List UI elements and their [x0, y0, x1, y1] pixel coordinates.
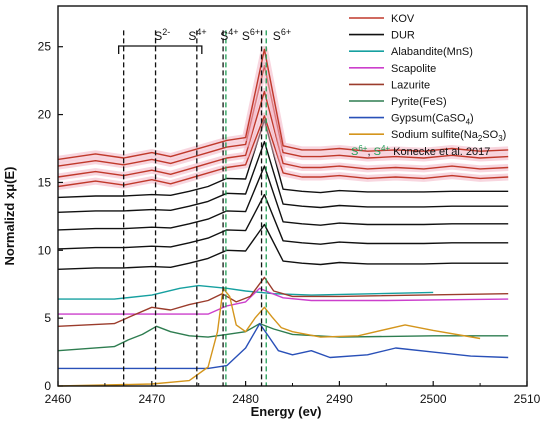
legend-label-0: KOV	[391, 13, 415, 25]
y-tick-label-3: 15	[38, 175, 52, 189]
reference-lines	[123, 30, 267, 386]
s2-label: S2-	[154, 27, 170, 43]
series-line-dur-1	[57, 193, 509, 250]
x-tick-label-1: 2470	[138, 392, 165, 406]
legend-label-1: DUR	[391, 30, 415, 42]
y-tick-label-0: 0	[44, 379, 51, 393]
s2-bracket	[118, 45, 203, 54]
series-line-scapolite-10	[58, 287, 509, 315]
legend-reference-note: S6+, S4+ Konecke et al. 2017	[351, 144, 490, 158]
legend-label-6: Gypsum(CaSO4)	[391, 113, 474, 127]
x-tick-label-2: 2480	[232, 392, 259, 406]
y-tick-label-5: 25	[38, 40, 52, 54]
series-line-kov-5	[57, 115, 509, 188]
legend-label-3: Scapolite	[391, 63, 436, 75]
annotations: S2- S4+ S4+ S6+ S6+	[118, 27, 291, 54]
x-tick-label-5: 2510	[514, 392, 541, 406]
legend-label-5: Pyrite(FeS)	[391, 96, 447, 108]
legend: KOV DUR Alabandite(MnS) Scapolite Lazurite Py…	[349, 13, 506, 158]
s4-label-green: S4+	[220, 27, 238, 43]
series-line-sodium-sulfite-na2so3-14	[57, 287, 481, 387]
x-tick-label-4: 2500	[420, 392, 447, 406]
y-tick-label-4: 20	[38, 108, 52, 122]
y-tick-label-1: 5	[44, 311, 51, 325]
series-line-alabandite-mns-9	[58, 284, 434, 300]
s6-label-green: S6+	[273, 27, 291, 43]
x-axis-title: Energy (ev)	[251, 404, 322, 419]
legend-label-2: Alabandite(MnS)	[391, 46, 473, 58]
legend-label-4: Lazurite	[391, 79, 430, 91]
y-axis-title: Normalizd xμ(E)	[2, 167, 17, 266]
series-line-lazurite-11	[57, 276, 509, 327]
s6-label-black: S6+	[242, 27, 260, 43]
x-tick-label-3: 2490	[326, 392, 353, 406]
legend-label-7: Sodium sulfite(Na2SO3)	[391, 129, 506, 143]
series-line-gypsum-caso4-13	[58, 322, 509, 370]
axis-ticks: 2460 2470 2480 2490 2500 2510 0 5 10 15 20 25	[38, 40, 541, 406]
s4-label-black: S4+	[188, 27, 206, 43]
y-tick-label-2: 10	[38, 243, 52, 257]
x-tick-label-0: 2460	[45, 392, 72, 406]
